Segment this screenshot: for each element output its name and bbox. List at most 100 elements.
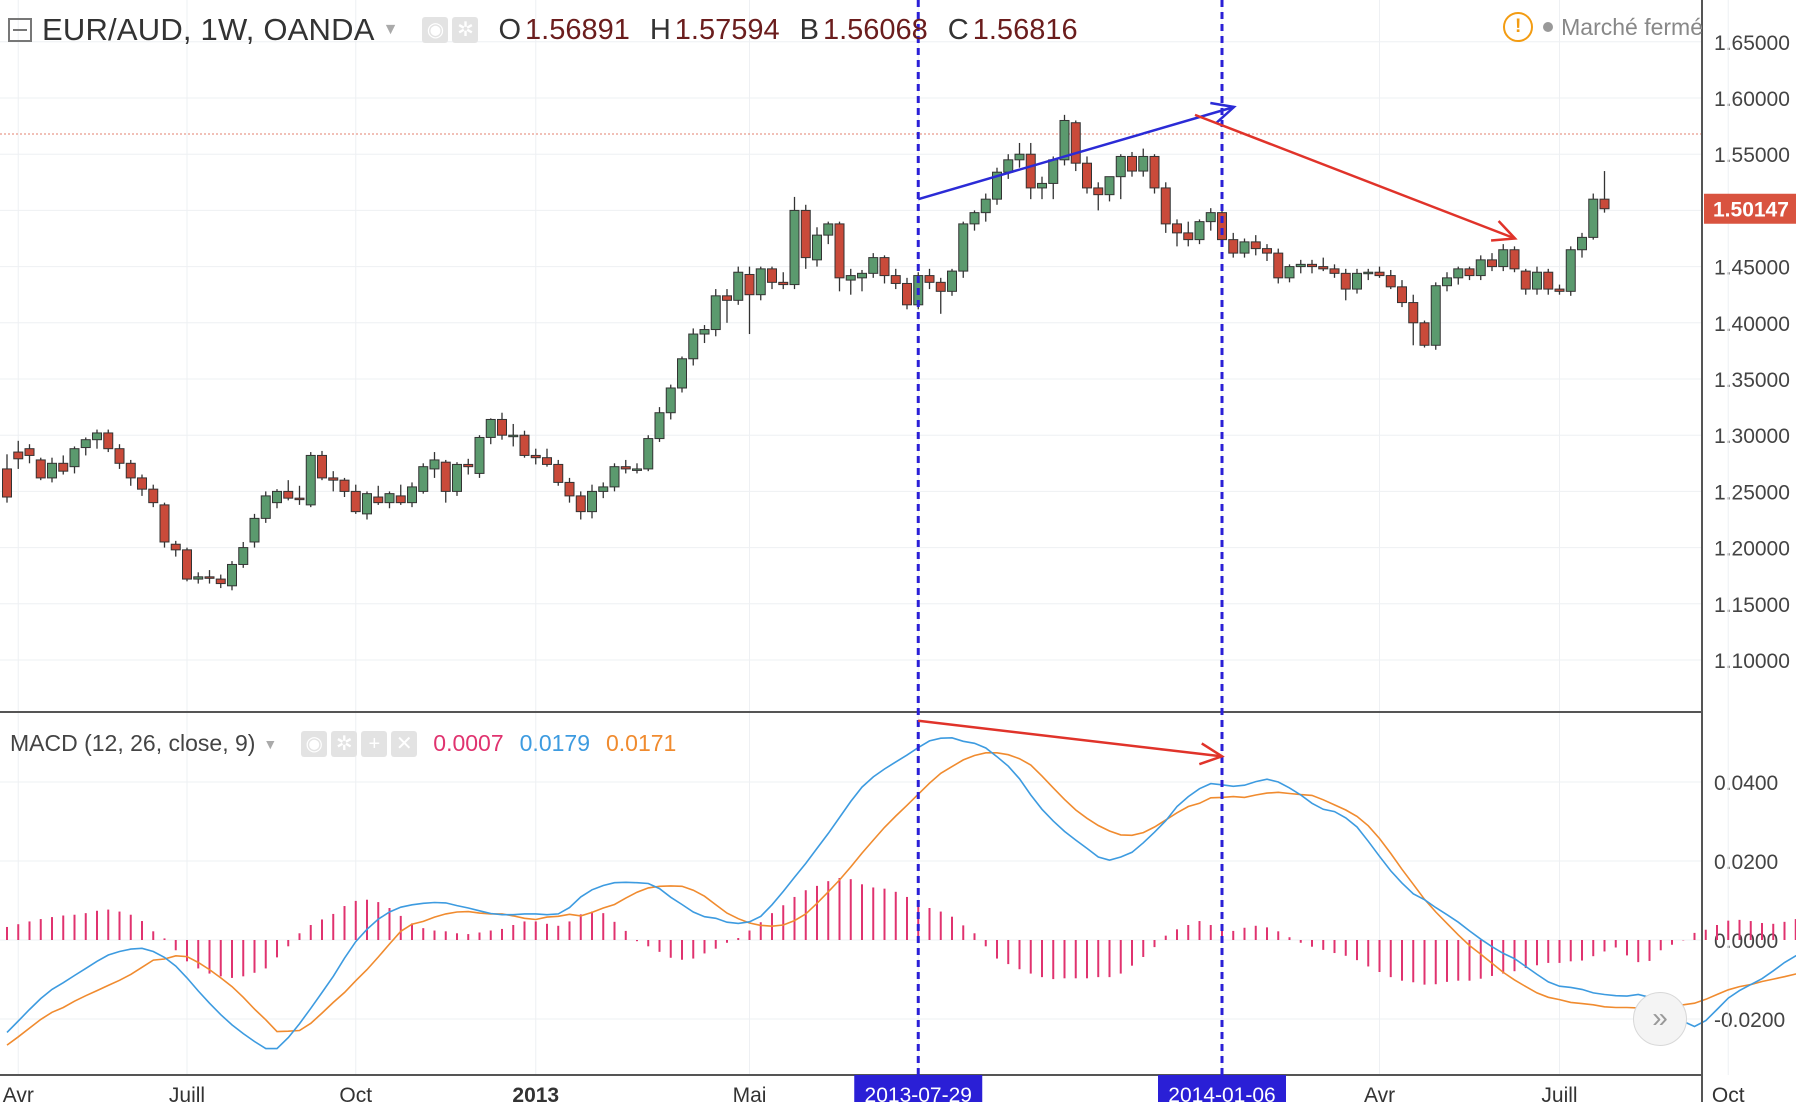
candle-body	[1385, 275, 1396, 288]
macd-y-tick-label: -0.0200	[1714, 1009, 1785, 1032]
candle-body	[812, 234, 822, 261]
candle-body	[305, 454, 316, 506]
candle-body	[553, 463, 564, 483]
macd-title[interactable]: MACD (12, 26, close, 9)	[10, 730, 256, 756]
price-trend-arrow	[917, 105, 1235, 201]
candle-body	[69, 448, 80, 468]
candle-body	[1565, 249, 1576, 292]
price-y-tick-label: 1.15000	[1714, 594, 1790, 617]
candle-body	[1262, 248, 1272, 254]
candle-body	[1082, 162, 1092, 189]
x-tick-label: Oct	[339, 1084, 372, 1102]
market-status[interactable]: ! Marché fermé	[1503, 12, 1703, 42]
macd-y-tick-label: 0.0400	[1714, 772, 1778, 795]
candle-body	[1588, 198, 1599, 238]
x-tick-label: 2013	[512, 1084, 559, 1102]
price-y-tick-label: 1.30000	[1714, 425, 1790, 448]
open-value: 1.56891	[525, 13, 630, 46]
open-label: O	[498, 13, 522, 46]
price-down-arrow-head	[1490, 220, 1518, 242]
plus-icon[interactable]: +	[361, 730, 388, 757]
candle-body	[1509, 249, 1520, 270]
candle-body	[1307, 263, 1317, 268]
candle-body	[440, 461, 451, 492]
macd-hist-value: 0.0007	[433, 730, 504, 756]
warning-icon[interactable]: !	[1503, 12, 1534, 42]
candle-body	[1374, 271, 1385, 277]
candle-body	[654, 412, 665, 440]
candle-body	[47, 462, 57, 479]
candle-body	[564, 481, 575, 497]
symbol-title[interactable]: EUR/AUD, 1W, OANDA	[42, 12, 375, 47]
candle-body	[1487, 259, 1497, 268]
candle-body	[103, 432, 114, 450]
candle-body	[1104, 176, 1115, 196]
macd-line	[6, 736, 1796, 1050]
gear-icon[interactable]: ✲	[331, 730, 358, 757]
x-tick-label: Avr	[3, 1084, 34, 1102]
candle-body	[1419, 322, 1430, 346]
low-value: 1.56068	[822, 13, 928, 46]
candle-body	[1318, 266, 1329, 270]
candle-body	[845, 275, 856, 281]
candle-body	[272, 490, 282, 504]
price-y-tick-label: 1.65000	[1714, 32, 1790, 55]
candle-body	[643, 438, 654, 470]
candle-body	[1329, 268, 1340, 274]
candle-body	[1273, 252, 1284, 279]
candle-body	[958, 223, 969, 272]
candle-body	[879, 257, 890, 277]
eye-icon[interactable]: ◉	[422, 17, 449, 43]
candle-body	[294, 497, 305, 501]
candle-body	[1442, 277, 1452, 287]
price-y-tick-label: 1.10000	[1714, 650, 1790, 673]
candle-body	[1577, 236, 1587, 251]
macd-visibility-toggle[interactable]: ◉	[297, 730, 328, 757]
candle-body	[204, 576, 215, 579]
candle-body	[215, 578, 226, 585]
candle-body	[260, 495, 271, 519]
chevron-down-icon[interactable]: ▼	[263, 735, 278, 752]
candle-body	[688, 333, 699, 360]
candle-body	[407, 486, 417, 504]
candle-body	[1475, 259, 1486, 277]
candle-body	[2, 468, 12, 498]
candle-body	[935, 281, 946, 292]
macd-header: MACD (12, 26, close, 9) ▼ ◉ ✲ + ✕ 0.0007…	[10, 730, 676, 757]
candle-body	[1093, 187, 1104, 196]
eye-icon[interactable]: ◉	[301, 730, 328, 757]
price-y-tick-label: 1.40000	[1714, 313, 1790, 336]
candle-body	[1554, 288, 1565, 292]
macd-divergence-arrow-head	[1198, 742, 1225, 766]
chevron-down-icon[interactable]: ▼	[382, 21, 399, 38]
collapse-pane-icon[interactable]	[8, 18, 32, 42]
candle-body	[1250, 241, 1261, 250]
scroll-to-realtime-button[interactable]: »	[1633, 992, 1687, 1046]
x-tick-label: Juill	[1541, 1084, 1577, 1102]
candle-body	[632, 468, 642, 471]
visibility-toggle[interactable]: ◉	[418, 17, 449, 43]
candle-body	[170, 543, 181, 551]
symbol-header: EUR/AUD, 1W, OANDA ▼ ◉ ✲ O 1.56891 H 1.575…	[8, 12, 1078, 48]
candle-body	[857, 272, 867, 279]
x-tick-label: Juill	[169, 1084, 205, 1102]
candle-body	[193, 576, 204, 580]
candle-body	[373, 496, 384, 504]
candle-body	[947, 270, 957, 292]
candle-body	[1543, 271, 1554, 290]
candle-body	[755, 268, 766, 296]
double-chevron-right-icon[interactable]: »	[1652, 1002, 1668, 1033]
candle-body	[485, 418, 496, 438]
candle-body	[137, 477, 147, 490]
candle-body	[339, 479, 350, 492]
gear-icon[interactable]: ✲	[452, 17, 479, 43]
candle-body	[800, 209, 811, 259]
candle-body	[1284, 266, 1295, 279]
candle-body	[722, 295, 732, 301]
close-icon[interactable]: ✕	[391, 730, 418, 757]
candle-body	[1014, 153, 1025, 161]
candle-body	[148, 488, 159, 504]
candle-body	[350, 490, 361, 513]
candle-body	[699, 329, 710, 335]
